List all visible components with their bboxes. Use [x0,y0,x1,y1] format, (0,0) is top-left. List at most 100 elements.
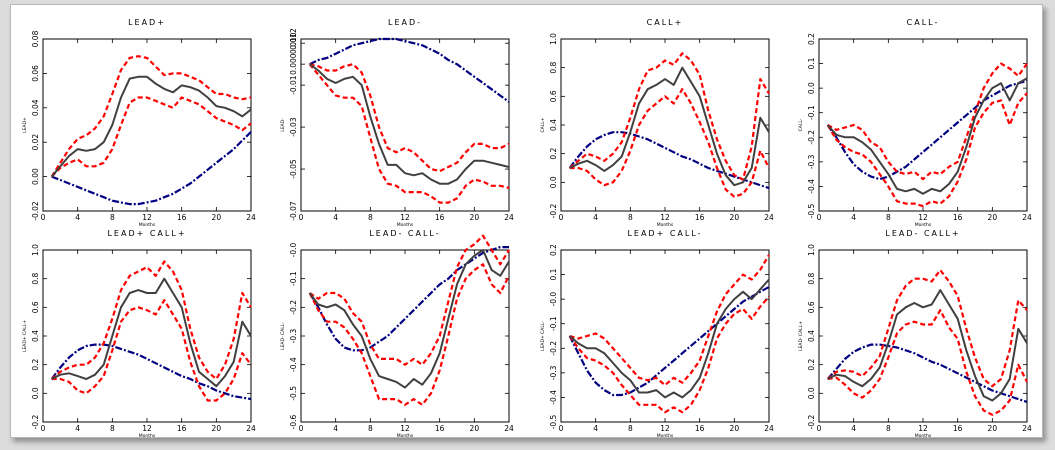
series-line-lower [50,96,252,178]
series-line-lower [826,92,1028,208]
series-line-benchmark [826,79,1028,181]
chart-panel-4: CALL- 0 4 8 12 16 20 24 -0.5 -0.4 -0.3 -0.2 -0.1 0.0 0… [798,18,1032,228]
x-tick-label: 0 [41,424,46,433]
x-tick-label: 20 [730,213,740,222]
x-tick-label: 8 [628,213,633,222]
y-tick-label: -0.0 [549,292,558,307]
x-axis-label: Months [657,222,674,228]
figure-frame: LEAD+ 0 4 8 12 16 20 24 -0.02 0.0 0 0.02 0.0 4 0.06 0.0… [10,4,1043,438]
series-line-upper [569,254,770,387]
y-tick-label: 0.4 [549,119,558,131]
y-tick-label: -0.2 [289,300,298,315]
x-tick-label: 24 [764,213,774,222]
y-tick-label: -0.1 [289,271,298,286]
y-tick-label: -0.3 [807,154,816,169]
x-tick-label: 8 [886,213,891,222]
chart-panel-6: LEAD- CALL- 0 4 8 12 16 20 24 -0.6 -0.5 -0.4 -0.3 -0… [280,229,514,437]
chart-title: LEAD+ [128,18,166,27]
chart-panel-1: LEAD+ 0 4 8 12 16 20 24 -0.02 0.00 0.02 0.04 0.06 0.0… [22,18,256,228]
y-axis-label: LEAD+ [22,117,28,133]
x-tick-label: 8 [368,424,373,433]
y-tick-label: 0.010 [289,32,298,54]
series-line-lower [308,63,510,204]
y-tick-label: 0.0 [807,82,816,94]
y-tick-label: 0.4 [31,330,40,342]
y-tick-label: 0.06 [31,65,40,82]
x-axis-label: Months [397,433,414,437]
x-tick-label: 24 [246,213,256,222]
chart-title: LEAD- [388,18,422,27]
x-tick-label: 12 [660,213,670,222]
x-tick-label: 12 [142,424,152,433]
chart-title: LEAD- CALL- [369,229,440,238]
series-line-benchmark [826,343,1028,403]
y-tick-label: 0.6 [549,90,558,102]
series-line-estimate [308,249,510,389]
series-line-estimate [827,289,1028,402]
y-tick-label: -0.5 [549,414,558,429]
y-tick-label: -0.05 [289,159,298,179]
x-tick-label: 16 [435,424,445,433]
y-tick-label: 0.02 [31,134,40,151]
y-tick-label: 0.8 [31,272,40,284]
series-line-estimate [50,75,252,178]
x-tick-label: 16 [177,424,187,433]
x-tick-label: 0 [299,424,304,433]
x-tick-label: 20 [470,424,480,433]
chart-panel-8: LEAD- CALL+ 0 4 8 12 16 20 24 -0.2 0.0 0.2 0.4 0.6 0.… [798,229,1032,437]
y-tick-label: -0.01 [289,75,298,95]
x-tick-label: 12 [660,424,670,433]
x-tick-label: 24 [764,424,774,433]
x-tick-label: 20 [212,213,222,222]
y-tick-label: 0.1 [549,268,558,280]
x-tick-label: 4 [333,424,338,433]
series-line-upper [827,62,1028,181]
y-axis-label: LEAD+ CALL- [540,321,546,351]
x-tick-label: 8 [110,213,115,222]
series-line-upper [50,260,252,381]
x-tick-label: 4 [593,424,598,433]
series-line-lower [827,309,1028,416]
chart-grid: LEAD+ 0 4 8 12 16 20 24 -0.02 0.0 0 0.02 0.0 4 0.06 0.0… [22,18,1032,437]
series-line-upper [568,52,770,181]
y-tick-label: -0.2 [549,203,558,218]
x-tick-label: 16 [953,424,963,433]
y-tick-label: 1.0 [549,33,558,45]
y-tick-label: -0.0 [289,242,298,257]
y-tick-label: 0.8 [807,272,816,284]
y-tick-label: -0.03 [289,117,298,137]
x-tick-label: 16 [695,213,705,222]
y-tick-label: 0.0 [549,176,558,188]
x-tick-label: 12 [400,424,410,433]
chart-panel-5: LEAD+ CALL+ 0 4 8 12 16 20 24 -0.2 0.0 0.2 0.4 0.6 0.… [22,229,256,437]
y-tick-label: -0.2 [31,414,40,429]
x-axis-label: Months [139,222,156,228]
x-tick-label: 20 [470,213,480,222]
y-axis-label: CALL- [798,118,804,131]
y-axis-label: LEAD- CALL- [280,322,286,350]
chart-panel-2: LEAD- 0 4 8 12 16 20 24 -0.07 -0.05 -0.03 -0.010.00… [280,18,514,228]
x-tick-label: 0 [299,213,304,222]
x-tick-label: 0 [559,424,564,433]
x-tick-label: 12 [918,424,928,433]
x-axis-label: Months [139,433,156,437]
series-line-benchmark [51,131,252,206]
series-line-upper [826,269,1028,388]
y-tick-label: -0.1 [549,316,558,331]
y-tick-label: -0.3 [549,365,558,380]
series-line-lower [308,263,510,406]
y-tick-label: 0.8 [549,61,558,73]
chart-title: LEAD+ CALL+ [107,229,186,238]
y-tick-label: -0.1 [807,105,816,120]
y-tick-label: -0.02 [31,201,40,221]
y-tick-label: 0.1 [807,57,816,69]
plot-frame [300,38,510,212]
series-line-lower [569,88,770,198]
plot-frame [300,249,510,423]
series-line-estimate [51,277,252,388]
series-line-estimate [826,77,1028,195]
series-line-benchmark [308,246,509,352]
x-tick-label: 0 [559,213,564,222]
y-tick-label: 0.2 [31,358,40,370]
plot-frame [560,38,770,212]
